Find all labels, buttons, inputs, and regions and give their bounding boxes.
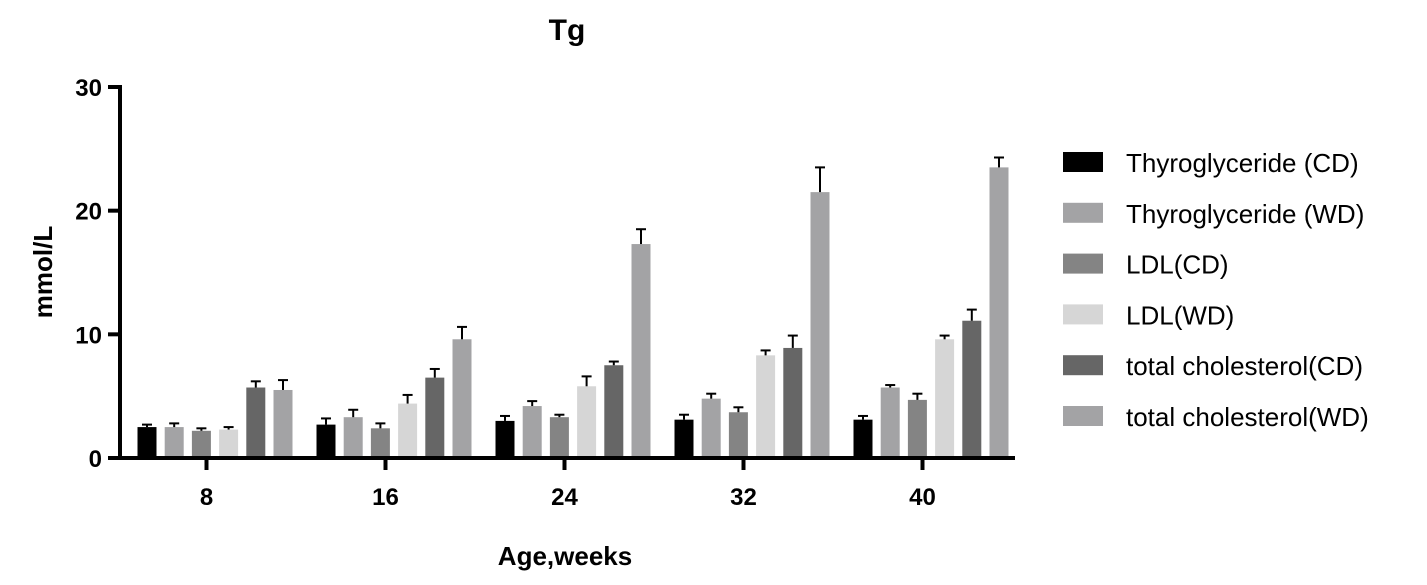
error-bar-24-series-2	[527, 400, 538, 407]
error-bar-40-series-4	[939, 334, 950, 340]
error-bar-32-series-1	[679, 413, 689, 420]
bar-32-series-3	[728, 412, 748, 458]
bar-16-series-2	[343, 417, 363, 458]
error-bar-16-series-3	[375, 422, 386, 429]
legend-item-6: total cholesterol(WD)	[1063, 402, 1369, 432]
legend-swatch-5	[1063, 355, 1103, 376]
error-bar-32-series-2	[706, 392, 717, 399]
bar-16-series-1	[316, 424, 336, 458]
legend-swatch-2	[1063, 202, 1103, 223]
error-bar-8-series-1	[142, 423, 152, 428]
bar-24-series-3	[549, 417, 569, 458]
bar-40-series-3	[907, 399, 927, 458]
legend-swatch-4	[1063, 304, 1103, 325]
bar-24-series-5	[604, 365, 624, 458]
error-bar-24-series-6	[636, 228, 646, 245]
bar-8-series-6	[273, 389, 293, 458]
x-tick-label-40: 40	[909, 484, 936, 511]
error-bar-8-series-3	[196, 427, 207, 431]
error-bar-16-series-1	[321, 417, 331, 425]
bar-32-series-1	[674, 419, 694, 458]
x-axis-title: Age,weeks	[498, 541, 632, 571]
legend-item-1: Thyroglyceride (CD)	[1063, 148, 1359, 178]
bar-32-series-4	[756, 355, 776, 458]
error-bar-40-series-6	[994, 156, 1004, 168]
error-bar-24-series-3	[554, 413, 565, 418]
error-bar-16-series-4	[402, 393, 413, 404]
error-bar-8-series-6	[278, 379, 288, 390]
error-bar-32-series-6	[815, 166, 825, 193]
error-bar-32-series-3	[733, 406, 744, 413]
legend-item-5: total cholesterol(CD)	[1063, 351, 1363, 381]
error-bar-16-series-2	[348, 408, 359, 418]
legend-label-3: LDL(CD)	[1126, 250, 1229, 280]
bar-24-series-6	[631, 244, 651, 458]
legend-item-2: Thyroglyceride (WD)	[1063, 199, 1364, 229]
bar-32-series-2	[701, 398, 721, 458]
bar-32-series-5	[783, 347, 803, 458]
x-tick-label-16: 16	[372, 484, 399, 511]
error-bar-16-series-6	[457, 325, 467, 340]
error-bar-32-series-4	[760, 349, 771, 356]
bar-24-series-4	[577, 386, 597, 458]
y-tick-label-20: 20	[75, 199, 102, 226]
error-bar-8-series-4	[223, 426, 234, 430]
legend-label-1: Thyroglyceride (CD)	[1126, 148, 1359, 178]
x-axis: 8 16 24 32 40	[118, 456, 1015, 511]
bar-16-series-5	[425, 377, 445, 458]
error-bar-24-series-4	[581, 375, 592, 387]
bar-8-series-3	[191, 430, 211, 458]
bar-24-series-1	[495, 420, 515, 458]
y-tick-label-0: 0	[89, 446, 102, 473]
y-tick-label-30: 30	[75, 75, 102, 102]
x-tick-label-8: 8	[200, 484, 213, 511]
y-axis-title: mmol/L	[28, 226, 58, 319]
bar-40-series-4	[935, 339, 955, 458]
error-bar-32-series-5	[787, 334, 798, 348]
error-bar-40-series-1	[858, 414, 868, 420]
legend-label-5: total cholesterol(CD)	[1126, 351, 1363, 381]
bar-32-series-6	[810, 192, 830, 458]
legend-swatch-6	[1063, 406, 1103, 426]
legend-label-2: Thyroglyceride (WD)	[1126, 199, 1364, 229]
error-bar-24-series-5	[608, 360, 619, 366]
bar-40-series-6	[989, 167, 1009, 458]
chart-title: Tg	[549, 14, 586, 47]
plot-area	[137, 156, 1009, 458]
x-tick-label-32: 32	[730, 484, 757, 511]
bar-8-series-5	[246, 387, 266, 458]
bar-24-series-2	[522, 406, 542, 458]
legend-swatch-3	[1063, 253, 1103, 274]
bar-16-series-3	[370, 428, 390, 458]
error-bar-8-series-5	[250, 380, 261, 388]
bar-40-series-1	[853, 419, 873, 458]
legend-label-6: total cholesterol(WD)	[1126, 402, 1369, 432]
error-bar-40-series-3	[912, 392, 923, 400]
bar-16-series-4	[398, 403, 418, 458]
x-tick-label-24: 24	[551, 484, 578, 511]
error-bar-16-series-5	[429, 367, 440, 378]
bar-8-series-4	[219, 429, 239, 458]
legend: Thyroglyceride (CD) Thyroglyceride (WD) LD…	[1063, 148, 1369, 432]
bar-40-series-5	[962, 320, 982, 458]
error-bar-40-series-2	[885, 384, 896, 388]
error-bar-24-series-1	[500, 414, 510, 421]
bar-8-series-1	[137, 427, 157, 458]
bar-8-series-2	[164, 427, 184, 458]
legend-item-4: LDL(WD)	[1063, 300, 1234, 330]
legend-label-4: LDL(WD)	[1126, 300, 1234, 330]
y-axis: 0 10 20 30	[75, 75, 122, 473]
bar-16-series-6	[452, 339, 472, 458]
error-bar-40-series-5	[966, 308, 977, 321]
bar-40-series-2	[880, 387, 900, 458]
legend-item-3: LDL(CD)	[1063, 250, 1229, 280]
error-bar-8-series-2	[169, 422, 180, 428]
y-tick-label-10: 10	[75, 322, 102, 349]
legend-swatch-1	[1063, 152, 1103, 172]
